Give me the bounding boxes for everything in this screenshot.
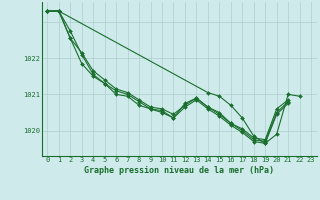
X-axis label: Graphe pression niveau de la mer (hPa): Graphe pression niveau de la mer (hPa) xyxy=(84,166,274,175)
